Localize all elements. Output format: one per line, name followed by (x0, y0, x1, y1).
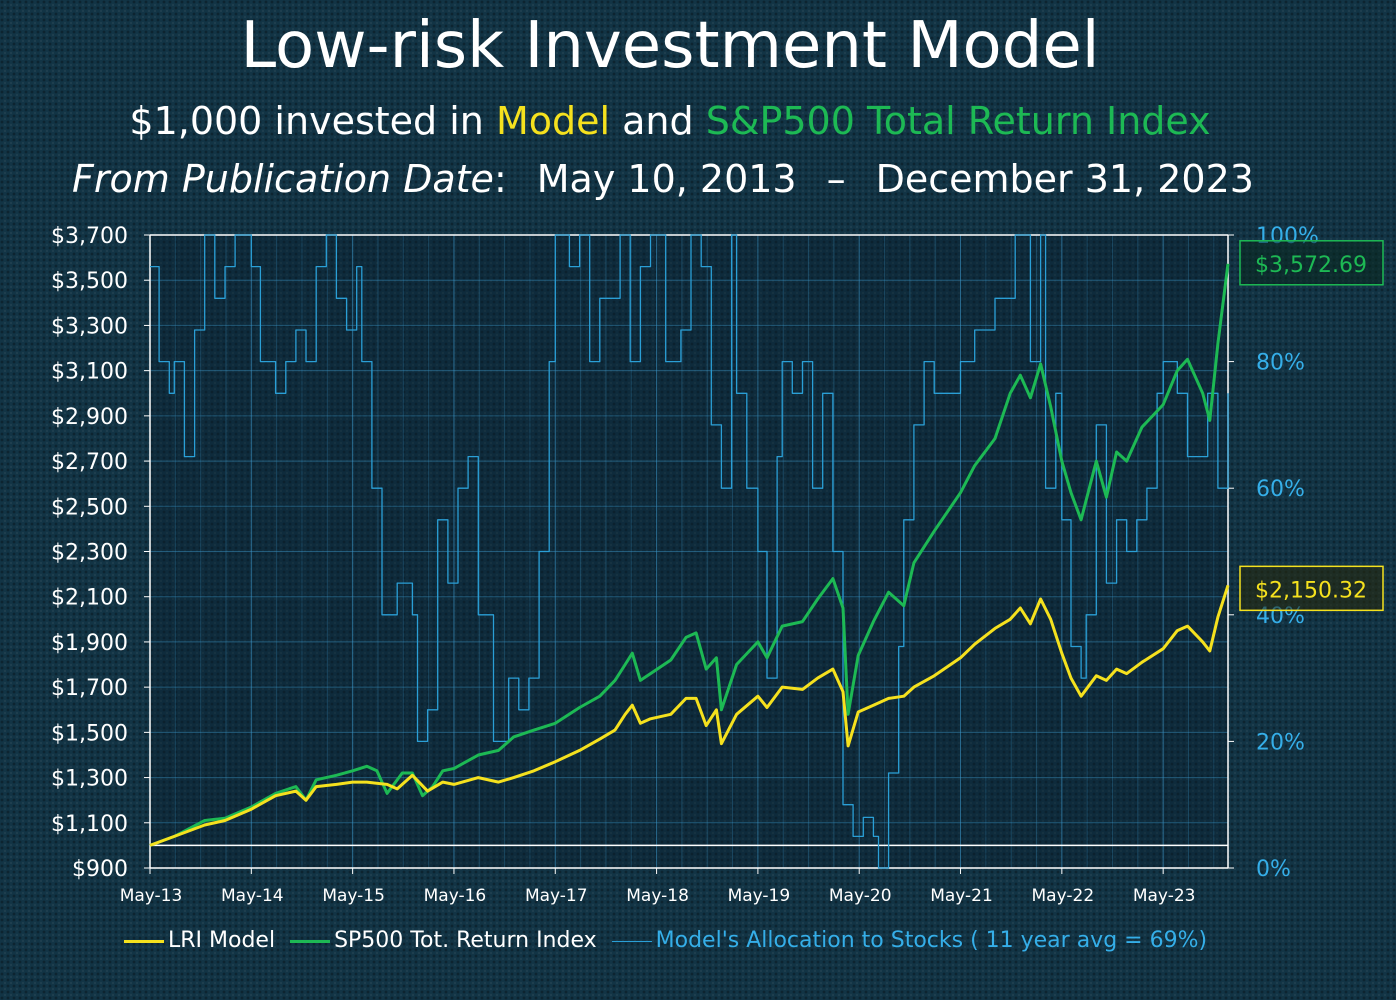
end-label-model: $2,150.32 (1255, 578, 1367, 603)
y-left-tick-label: $1,100 (51, 812, 128, 837)
end-label-box-index (1239, 240, 1384, 286)
x-tick-label: May-13 (120, 886, 183, 906)
end-label-index: $3,572.69 (1255, 253, 1367, 278)
y-left-tick-label: $3,700 (51, 224, 128, 249)
y-left-tick-label: $2,700 (51, 450, 128, 475)
y-left-tick-label: $3,300 (51, 314, 128, 339)
y-right-tick-label: 80% (1256, 351, 1305, 376)
x-tick-label: May-17 (525, 886, 588, 906)
subtitle-index: S&P500 Total Return Index (705, 99, 1211, 143)
subtitle-prefix: $1,000 invested in (129, 99, 496, 143)
y-right-tick-label: 60% (1256, 477, 1305, 502)
y-left-tick-label: $2,900 (51, 405, 128, 430)
legend-item-index: SP500 Tot. Return Index (290, 926, 597, 956)
x-tick-label: May-18 (626, 886, 689, 906)
y-left-tick-label: $1,300 (51, 767, 128, 792)
y-left-tick-label: $3,500 (51, 269, 128, 294)
legend-swatch-allocation (611, 940, 652, 942)
y-left-tick-label: $1,700 (51, 676, 128, 701)
legend-label-model: LRI Model (168, 928, 276, 953)
subtitle-and: and (610, 99, 706, 143)
subtitle-model: Model (495, 99, 611, 143)
legend-label-index: SP500 Tot. Return Index (334, 928, 597, 953)
y-left-tick-label: $900 (72, 857, 128, 882)
range-dash: – (826, 157, 846, 201)
legend-item-model: LRI Model (124, 926, 275, 956)
series-line-allocation (150, 234, 1229, 869)
series-line-index (149, 263, 1230, 847)
y-left-tick-label: $2,300 (51, 541, 128, 566)
chart-subtitle: $1,000 invested in Model and S&P500 Tota… (0, 98, 1340, 144)
x-tick-label: May-21 (930, 886, 993, 906)
range-start: May 10, 2013 (536, 157, 797, 201)
y-right-tick-label: 0% (1256, 857, 1291, 882)
x-tick-label: May-20 (829, 886, 892, 906)
legend: LRI Model SP500 Tot. Return Index Model'… (124, 926, 1215, 956)
legend-label-allocation: Model's Allocation to Stocks ( 11 year a… (655, 928, 1208, 953)
plot-area (150, 235, 1228, 868)
end-label-box-model (1239, 565, 1384, 612)
legend-item-allocation: Model's Allocation to Stocks ( 11 year a… (611, 926, 1208, 956)
range-colon: : (493, 157, 507, 201)
y-right-tick-label: 20% (1256, 730, 1305, 755)
series-line-model (149, 584, 1230, 847)
chart-title: Low-risk Investment Model (240, 9, 1100, 83)
date-range: From Publication Date: May 10, 2013– Decem… (72, 156, 1254, 202)
x-tick-label: May-14 (221, 886, 284, 906)
y-left-tick-label: $1,900 (51, 631, 128, 656)
y-left-tick-label: $1,500 (51, 721, 128, 746)
x-tick-label: May-19 (728, 886, 791, 906)
x-tick-label: May-15 (322, 886, 385, 906)
range-label: From Publication Date (72, 157, 494, 201)
y-left-tick-label: $3,100 (51, 360, 128, 385)
y-left-tick-label: $2,500 (51, 495, 128, 520)
legend-swatch-model (124, 939, 164, 943)
range-end: December 31, 2023 (875, 157, 1254, 201)
x-tick-label: May-16 (424, 886, 487, 906)
legend-swatch-index (290, 939, 331, 943)
x-tick-label: May-22 (1032, 886, 1095, 906)
y-left-tick-label: $2,100 (51, 586, 128, 611)
x-tick-label: May-23 (1133, 886, 1196, 906)
